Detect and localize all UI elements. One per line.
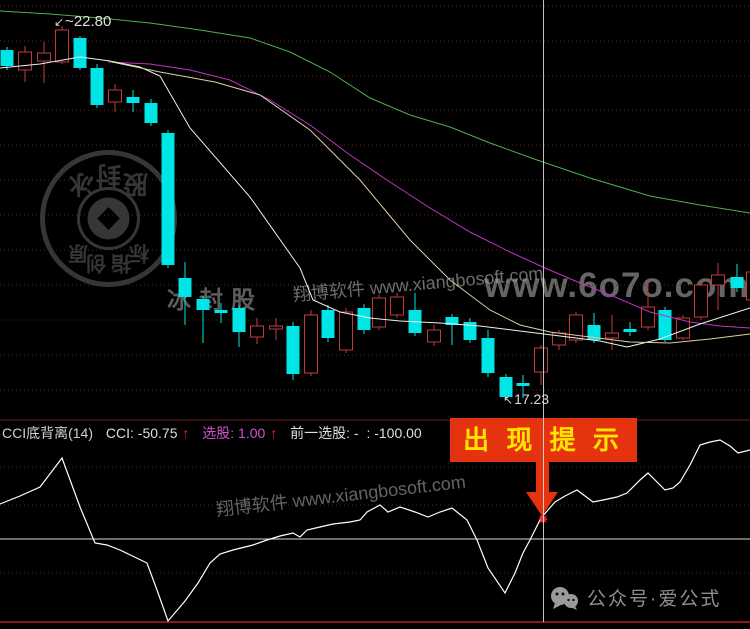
svg-text:标: 标 — [129, 242, 149, 265]
pick-value: 选股: 1.00 — [202, 425, 266, 441]
cci-value: CCI: -50.75 — [105, 425, 178, 441]
crosshair-vertical-line[interactable] — [543, 0, 544, 622]
indicator-header: CCI底背离(14) CCI: -50.75 ↑ 选股: 1.00 ↑ 前一选股… — [2, 423, 431, 443]
low-price-arrow-icon: ↖ — [503, 393, 514, 407]
svg-text:封: 封 — [96, 160, 121, 188]
wechat-account-name[interactable]: 公众号·爱公式 — [587, 589, 722, 610]
low-price-label: ↖17.23 — [503, 391, 550, 407]
alert-arrow-icon — [536, 462, 549, 493]
high-price-arrow-icon: ↙ — [54, 15, 65, 29]
pick-up-arrow-icon: ↑ — [270, 425, 278, 441]
alert-arrowhead-icon — [526, 492, 558, 516]
svg-text:创: 创 — [86, 252, 107, 276]
svg-text:指: 指 — [111, 252, 131, 276]
cci-up-arrow-icon: ↑ — [182, 425, 190, 441]
wechat-icon — [551, 586, 578, 610]
wechat-footer: 公众号·爱公式 — [550, 584, 721, 611]
prev-pick-value: : -100.00 — [366, 425, 422, 441]
svg-text:股: 股 — [123, 169, 148, 197]
prev-pick-label: 前一选股: - — [290, 425, 359, 441]
indicator-name[interactable]: CCI底背离(14) — [2, 425, 94, 441]
svg-text:原: 原 — [68, 242, 88, 264]
svg-text:冰: 冰 — [68, 169, 94, 197]
high-price-label: ↙~22.80 — [54, 13, 112, 30]
